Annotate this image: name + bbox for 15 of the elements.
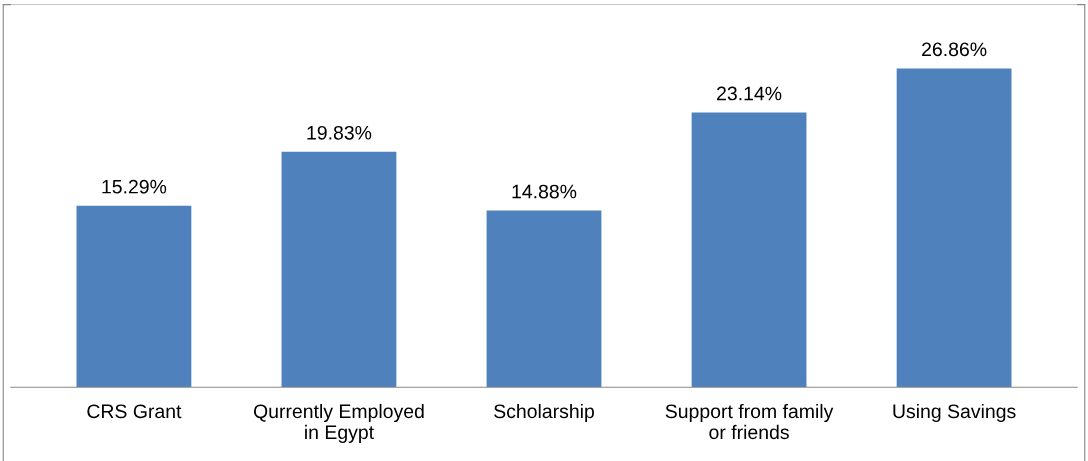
data-label: 26.86% [922, 42, 987, 57]
x-tick-label: Qurrently Employed in Egypt [253, 403, 424, 443]
data-label: 14.88% [512, 184, 577, 199]
bar [896, 68, 1012, 388]
bar [76, 205, 192, 388]
x-tick-label: CRS Grant [87, 404, 182, 419]
data-label: 15.29% [102, 179, 167, 194]
data-label: 23.14% [717, 86, 782, 101]
bar [486, 210, 602, 388]
bar [281, 151, 397, 388]
data-label: 19.83% [307, 125, 372, 140]
x-tick-label: Scholarship [494, 403, 594, 423]
bar [691, 112, 807, 388]
x-tick-label: Support from family or friends [665, 403, 834, 440]
x-tick-label: Using Savings [893, 403, 1016, 423]
